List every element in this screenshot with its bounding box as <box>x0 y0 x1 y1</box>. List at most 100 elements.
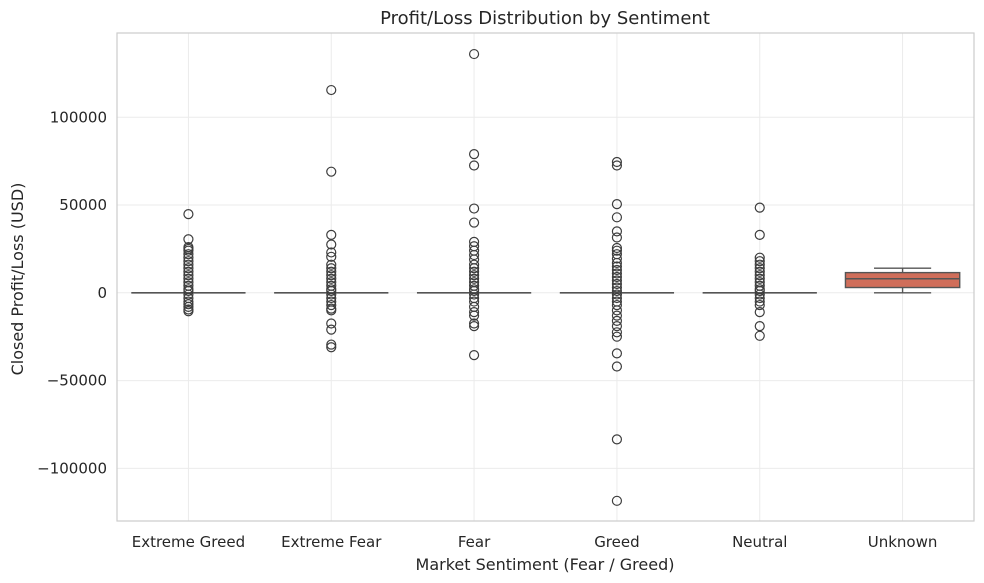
outlier-point <box>326 305 337 316</box>
outlier-point <box>611 292 623 304</box>
outlier-point <box>611 282 623 293</box>
outlier-point <box>611 264 623 276</box>
outlier-point <box>611 257 623 269</box>
outlier-point <box>754 229 765 240</box>
outlier-point <box>611 271 623 283</box>
outlier-point <box>326 342 337 353</box>
outlier-point <box>754 299 765 311</box>
outlier-point <box>611 275 623 286</box>
outlier-point <box>754 259 765 270</box>
outliers <box>183 48 765 506</box>
outlier-point <box>183 266 194 277</box>
x-axis-title: Market Sentiment (Fear / Greed) <box>416 555 675 574</box>
outlier-point <box>468 149 480 160</box>
outlier-point <box>183 252 194 263</box>
outlier-point <box>183 245 194 256</box>
outlier-point <box>183 209 194 220</box>
plot-frame <box>116 32 975 522</box>
outlier-point <box>468 266 480 277</box>
outlier-point <box>468 160 480 171</box>
outlier-point <box>611 434 623 445</box>
outlier-point <box>468 217 480 228</box>
outlier-point <box>754 273 765 284</box>
grid-lines <box>117 33 974 521</box>
outlier-point <box>326 285 337 297</box>
y-tick-label: 100000 <box>50 108 107 126</box>
outlier-point <box>754 292 765 304</box>
outlier-point <box>611 160 623 171</box>
outlier-point <box>611 285 623 297</box>
outlier-point <box>611 315 623 326</box>
outlier-point <box>183 256 194 267</box>
iqr-box <box>844 271 961 289</box>
outlier-point <box>183 259 194 270</box>
outlier-point <box>183 249 194 260</box>
outlier-point <box>468 263 480 274</box>
outlier-point <box>183 234 194 245</box>
outlier-point <box>754 307 765 318</box>
outlier-point <box>326 259 337 270</box>
outlier-point <box>611 327 623 338</box>
outlier-point <box>611 268 623 279</box>
outlier-point <box>326 289 337 300</box>
x-tick-label: Unknown <box>868 533 938 551</box>
outlier-point <box>611 495 623 506</box>
outlier-point <box>611 289 623 300</box>
outlier-point <box>611 199 623 210</box>
outlier-point <box>326 247 337 258</box>
outlier-point <box>468 48 480 60</box>
outlier-point <box>754 263 765 274</box>
boxes <box>131 267 961 294</box>
outlier-point <box>326 292 337 304</box>
box-unknown <box>844 267 961 294</box>
outlier-point <box>468 321 480 332</box>
outlier-point <box>326 324 337 335</box>
outlier-point <box>468 273 480 284</box>
x-tick-label: Greed <box>594 533 639 551</box>
outlier-point <box>611 321 623 332</box>
outlier-point <box>326 166 337 177</box>
outlier-point <box>468 307 480 318</box>
x-tick-label: Neutral <box>732 533 787 551</box>
outlier-point <box>326 273 337 284</box>
y-tick-label: −50000 <box>47 372 107 390</box>
outlier-point <box>183 263 194 274</box>
outlier-point <box>468 289 480 300</box>
outlier-point <box>183 299 194 310</box>
outlier-point <box>468 318 480 329</box>
outlier-point <box>326 339 337 350</box>
outlier-point <box>326 263 337 274</box>
outlier-point <box>183 306 194 317</box>
outlier-point <box>611 278 623 290</box>
y-tick-label: 0 <box>97 284 107 302</box>
outlier-point <box>326 239 337 250</box>
outlier-point <box>326 299 337 311</box>
outlier-point <box>754 321 765 332</box>
outlier-point <box>326 318 337 329</box>
outlier-point <box>183 270 194 281</box>
outlier-point <box>611 261 623 272</box>
y-tick-label: −100000 <box>37 459 107 477</box>
outlier-point <box>468 296 480 307</box>
outlier-point <box>611 305 623 316</box>
outlier-point <box>754 296 765 307</box>
outlier-point <box>611 253 623 264</box>
outlier-point <box>611 226 623 237</box>
outlier-point <box>183 273 194 284</box>
outlier-point <box>611 299 623 311</box>
outlier-point <box>754 202 765 213</box>
y-tick-label: 50000 <box>59 196 107 214</box>
outlier-point <box>611 245 623 256</box>
y-axis-title: Closed Profit/Loss (USD) <box>8 183 27 376</box>
outlier-point <box>326 270 337 281</box>
outlier-point <box>754 266 765 277</box>
outlier-point <box>611 348 623 359</box>
outlier-point <box>611 232 623 243</box>
outlier-point <box>611 156 623 168</box>
outlier-point <box>754 252 765 263</box>
outlier-point <box>754 289 765 300</box>
outlier-point <box>611 310 623 321</box>
outlier-point <box>183 285 194 297</box>
outlier-point <box>326 229 337 240</box>
